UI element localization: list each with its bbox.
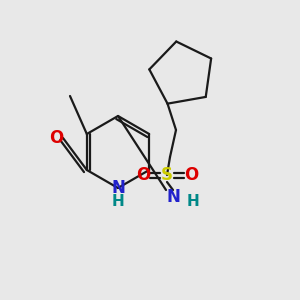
Text: N: N: [166, 188, 180, 206]
Text: O: O: [184, 166, 198, 184]
Text: H: H: [112, 194, 124, 209]
Text: O: O: [136, 166, 150, 184]
Text: O: O: [49, 129, 63, 147]
Text: S: S: [161, 166, 173, 184]
Text: H: H: [187, 194, 200, 209]
Text: N: N: [111, 179, 125, 197]
